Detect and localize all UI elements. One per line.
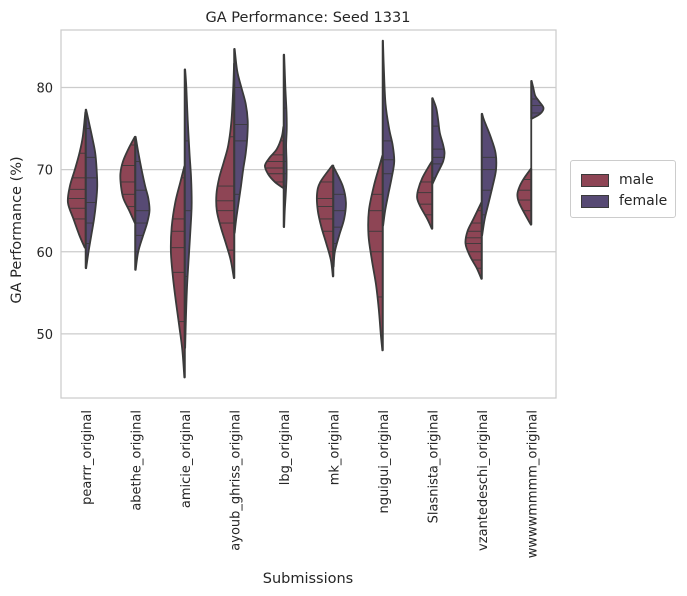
- y-axis-label: GA Performance (%): [9, 156, 25, 303]
- violin-half-male: [215, 62, 236, 279]
- violin-male-pearrr_original: [66, 111, 87, 249]
- x-axis-label: Submissions: [263, 571, 354, 587]
- violin-half-male: [416, 160, 434, 230]
- y-tick-label: 80: [36, 82, 53, 97]
- legend-swatch-female: [581, 194, 609, 208]
- violin-male-ayoub_ghriss_original: [215, 62, 236, 279]
- violin-female-Slasnista_original: [431, 97, 446, 185]
- violin-female-amicie_original: [183, 68, 193, 349]
- violin-male-mk_original: [315, 164, 335, 278]
- violin-half-male: [119, 135, 137, 224]
- violin-male-wwwwmmmm_original: [516, 167, 533, 226]
- y-tick-label: 70: [36, 164, 53, 179]
- legend: male female: [570, 160, 676, 218]
- x-tick-label: pearrr_original: [80, 410, 95, 505]
- violin-male-nguigui_original: [367, 154, 384, 352]
- violin-half-female: [381, 39, 396, 227]
- x-tick-label: mk_original: [327, 410, 342, 485]
- x-tick-label: ayoub_ghriss_original: [228, 410, 243, 551]
- violin-female-vzantedeschi_original: [480, 112, 498, 237]
- violin-half-female: [480, 112, 498, 237]
- violin-female-mk_original: [332, 166, 347, 268]
- x-tick-label: amicie_original: [179, 410, 194, 508]
- x-tick-label: Slasnista_original: [426, 410, 441, 523]
- legend-swatch-male: [581, 173, 609, 187]
- violin-male-abethe_original: [119, 135, 137, 224]
- plot-area-frame: [60, 29, 557, 399]
- x-tick-label: abethe_original: [129, 410, 144, 511]
- violin-half-female: [431, 97, 446, 185]
- violin-half-male: [464, 201, 483, 280]
- violin-female-ayoub_ghriss_original: [233, 47, 249, 234]
- x-tick-label: vzantedeschi_original: [476, 410, 491, 551]
- violin-female-abethe_original: [134, 135, 151, 271]
- violin-half-male: [367, 154, 384, 352]
- chart-title: GA Performance: Seed 1331: [206, 10, 411, 26]
- y-tick-labels: 50 60 70 80: [36, 82, 53, 343]
- violin-half-female: [84, 108, 99, 270]
- violin-female-nguigui_original: [381, 39, 396, 227]
- violin-half-female: [134, 135, 151, 271]
- y-tick-label: 60: [36, 246, 53, 261]
- violin-male-Slasnista_original: [416, 160, 434, 230]
- x-tick-label: nguigui_original: [377, 410, 392, 514]
- legend-label-female: female: [619, 193, 668, 209]
- violin-male-amicie_original: [169, 165, 186, 379]
- x-tick-label: wwwwmmmm_original: [525, 410, 540, 558]
- x-tick-label: lbg_original: [278, 410, 293, 485]
- violin-half-male: [516, 167, 533, 226]
- violin-male-vzantedeschi_original: [464, 201, 483, 280]
- violin-female-wwwwmmmm_original: [530, 80, 545, 120]
- violin-half-male: [66, 111, 87, 249]
- violin-half-male: [315, 164, 335, 278]
- violin-female-pearrr_original: [84, 108, 99, 270]
- legend-label-male: male: [619, 172, 654, 188]
- violin-half-female: [332, 166, 347, 268]
- violin-half-male: [264, 126, 285, 189]
- y-tick-label: 50: [36, 328, 53, 343]
- violin-male-lbg_original: [264, 126, 285, 189]
- legend-item-female: female: [581, 193, 667, 209]
- violin-half-female: [530, 80, 545, 120]
- legend-item-male: male: [581, 172, 654, 188]
- x-tick-labels: pearrr_original abethe_original amicie_ori…: [80, 410, 541, 558]
- violin-half-female: [183, 68, 193, 349]
- violins: [66, 39, 545, 379]
